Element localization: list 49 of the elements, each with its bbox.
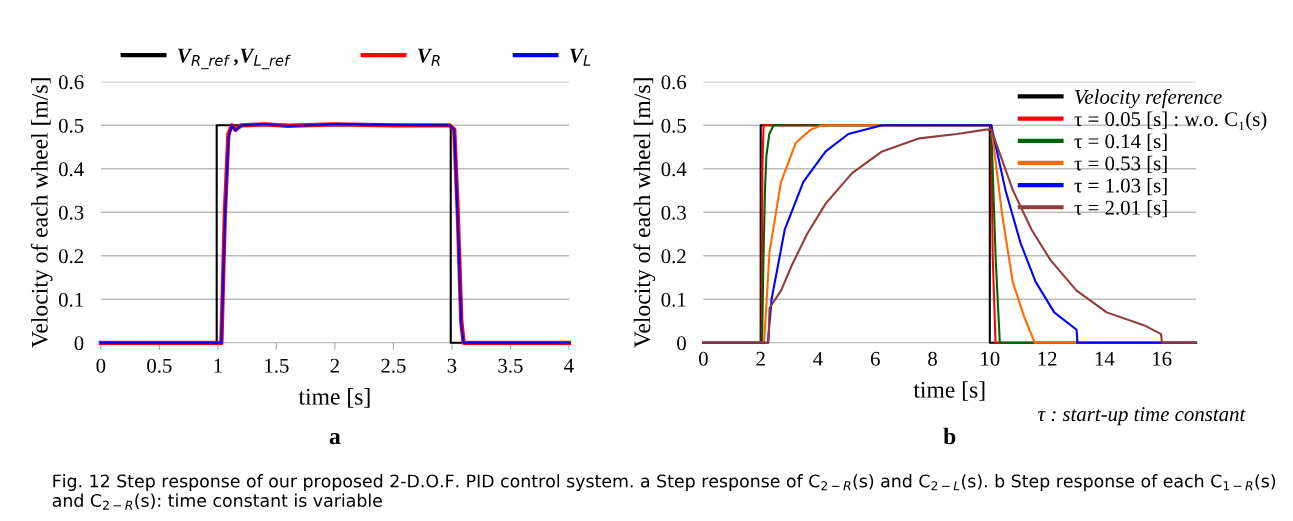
x-tick-label: 10 [981,351,1000,366]
text: a [329,433,341,445]
x-tick-label: 4 [564,358,574,373]
x-tick-label: 0 [96,358,106,373]
x-tick-label: 14 [1095,351,1115,366]
legend-label: V$_{R}$ [418,48,440,66]
y-tick-label: 0.2 [661,249,686,264]
y-tick-label: 0.1 [661,292,686,307]
legend-label: Velocity reference [1075,89,1222,109]
text: Fig. 12 Step response of our proposed 2-D.O.F. PID control system. a Step response of C$_{2−R}$(s) and C$_{2−L}$(s). b Step response of each C$_{1−R}$(s) and C$_{2−R}$(s): time constant is variable [52,474,1276,510]
x-tick-label: 1.5 [265,358,289,373]
y-axis-title: Velocity of each wheel [m/s] [30,78,53,348]
x-axis-title: time [s] [298,388,370,408]
legend-label: τ = 1.03 [s] [1074,177,1167,196]
x-tick-label: 8 [928,351,937,366]
x-tick-label: 12 [1038,351,1057,366]
x-axis-title: time [s] [913,381,985,401]
legend-label: τ = 0.14 [s] [1074,133,1167,151]
y-tick-label: 0.4 [661,162,687,177]
legend-label: τ = 0.05 [s] : w.o. C₁(s) [1074,111,1267,131]
y-tick-label: 0.6 [661,75,687,90]
x-tick-label: 3 [447,358,457,373]
x-tick-label: 0 [698,351,708,366]
y-tick-label: 0 [74,336,84,351]
y-tick-label: 0.2 [58,249,84,264]
x-tick-label: 1 [214,358,222,373]
y-tick-label: 0.4 [58,162,84,177]
y-tick-label: 0.3 [58,205,84,220]
legend-label: V$_{R_ref}$ ,V$_{L_ref}$ [178,48,291,70]
y-tick-label: 0.5 [58,118,84,133]
text: b [943,427,956,445]
legend-label: τ = 0.53 [s] [1074,155,1167,174]
x-tick-label: 4 [813,351,823,366]
y-tick-label: 0.3 [661,205,686,220]
x-tick-label: 16 [1153,351,1172,366]
legend-label: V$_{L}$ [570,48,591,66]
y-tick-label: 0.5 [661,118,686,133]
y-tick-label: 0.1 [58,292,83,307]
text: τ : start-up time constant [1038,407,1246,426]
x-tick-label: 0.5 [147,358,172,373]
x-tick-label: 2 [330,358,339,373]
x-tick-label: 3.5 [498,358,523,373]
legend-label: τ = 2.01 [s] [1074,200,1167,218]
x-tick-label: 6 [870,351,880,366]
y-axis-title: Velocity of each wheel [m/s] [633,78,656,348]
y-tick-label: 0 [677,336,686,351]
y-tick-label: 0.6 [58,75,84,90]
x-tick-label: 2 [756,351,765,366]
x-tick-label: 2.5 [381,358,406,373]
